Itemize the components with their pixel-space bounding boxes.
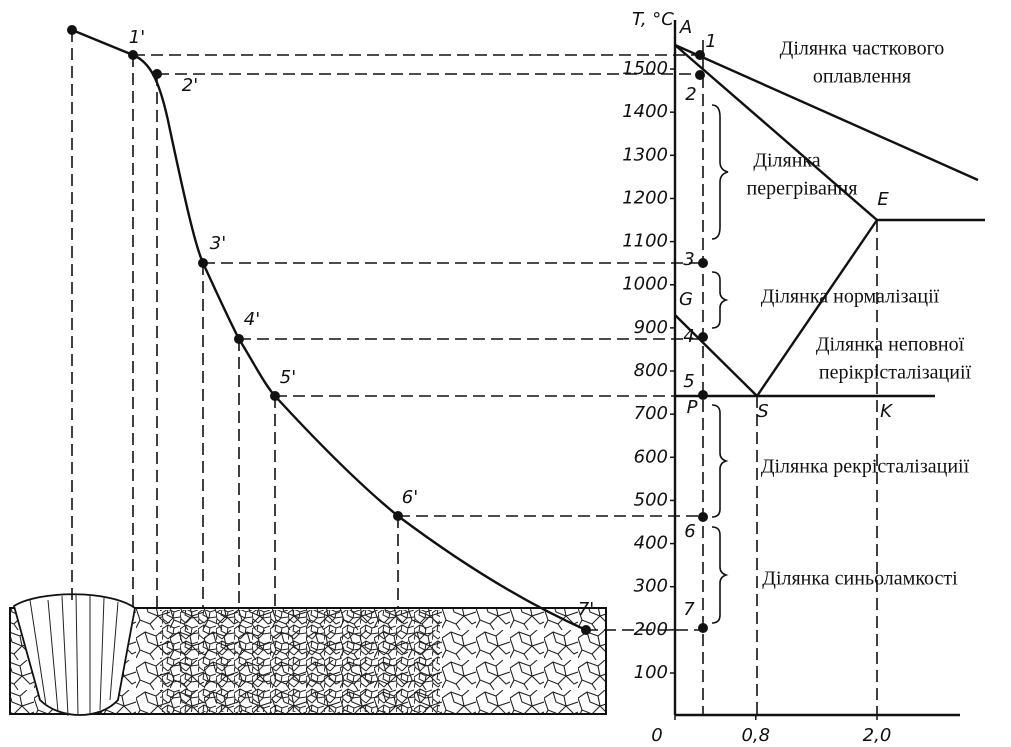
zone-label: Ділянка неповної <box>816 334 965 356</box>
zone-label: Ділянка нормалізації <box>761 286 940 308</box>
axis-point-label: 7 <box>683 599 695 620</box>
axis-point-label: 5 <box>683 371 694 392</box>
y-tick-label: 1200 <box>622 187 668 208</box>
axis-point <box>698 332 708 342</box>
y-tick-label: 900 <box>634 317 668 338</box>
axis-point <box>698 623 708 633</box>
diagram-letter: S <box>757 401 768 422</box>
axis-point <box>698 512 708 522</box>
zone-label: Ділянка часткового <box>780 38 945 60</box>
y-tick-label: 1100 <box>622 231 668 252</box>
axis-point-label: 4 <box>683 326 694 347</box>
y-tick-label: 1300 <box>622 144 668 165</box>
curve-point <box>152 69 162 79</box>
axis-point-label: 1 <box>705 31 716 52</box>
curve-point <box>234 334 244 344</box>
zone-label: Ділянка <box>753 150 820 172</box>
x-tick-label: 0 <box>651 725 662 746</box>
zone-label: Ділянка рекрісталізациії <box>761 456 970 478</box>
y-tick-label: 700 <box>634 403 668 424</box>
curve-point <box>581 625 591 635</box>
zone-label: перікрісталізациії <box>819 362 972 384</box>
curve-point-label: 5' <box>280 367 296 388</box>
curve-point <box>270 391 280 401</box>
y-tick-label: 500 <box>634 489 668 510</box>
diagram-letter: K <box>880 401 893 422</box>
axis-title: T, °C <box>632 9 674 30</box>
diagram-letter: A <box>679 17 692 38</box>
y-tick-label: 1500 <box>622 58 668 79</box>
axis-point-label: 3 <box>683 249 694 270</box>
diagram: T, °C 100 200 300 400 500 600 700 800 900 1000 110… <box>0 0 1011 747</box>
curve-point-label: 2' <box>182 75 198 96</box>
y-tick-label: 1400 <box>622 101 668 122</box>
macrostructure <box>10 594 606 716</box>
axis-point-label: 2 <box>685 84 696 105</box>
diagram-letter: E <box>877 189 889 210</box>
axis-point <box>698 390 708 400</box>
y-tick-label: 1000 <box>622 274 668 295</box>
curve-point-label: 6' <box>402 487 418 508</box>
zone-label: Ділянка синьоламкості <box>762 568 958 590</box>
y-tick-label: 600 <box>634 446 668 467</box>
curve-point-label: 3' <box>210 233 226 254</box>
diagram-letter: P <box>687 397 698 418</box>
curve-point-label: 7' <box>578 599 594 620</box>
curve-point-label: 1' <box>129 27 145 48</box>
axis-point <box>698 258 708 268</box>
diagram-letter: G <box>679 289 693 310</box>
curve-point <box>128 50 138 60</box>
zone-label: перегрівання <box>747 178 858 200</box>
axis-point <box>695 50 705 60</box>
y-tick-label: 100 <box>634 662 668 683</box>
curve-point <box>393 511 403 521</box>
curve-point <box>198 258 208 268</box>
curve-point-label: 4' <box>244 309 260 330</box>
axis-point-label: 6 <box>684 521 695 542</box>
axis-point <box>695 70 705 80</box>
curve-point <box>67 25 77 35</box>
y-tick-label: 300 <box>634 576 668 597</box>
y-tick-label: 200 <box>634 619 668 640</box>
y-tick-label: 400 <box>634 533 668 554</box>
y-tick-label: 800 <box>634 360 668 381</box>
x-tick-label: 0,8 <box>741 725 770 746</box>
x-tick-label: 2,0 <box>863 725 892 746</box>
zone-label: оплавлення <box>813 66 911 88</box>
